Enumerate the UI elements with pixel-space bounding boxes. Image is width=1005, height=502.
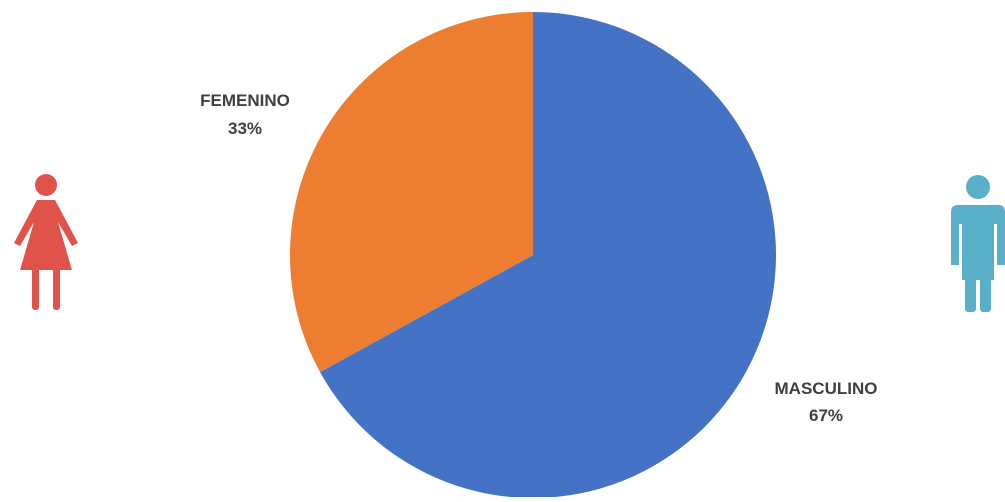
female-person-icon (14, 174, 78, 310)
label-masculino: MASCULINO 67% (775, 379, 878, 425)
slice-category-label: MASCULINO (775, 379, 878, 398)
male-person-icon (951, 175, 1005, 312)
pie-slice-femenino (290, 12, 533, 373)
slice-value-label: 67% (809, 406, 843, 425)
slice-value-label: 33% (228, 119, 262, 138)
pie-slice-masculino (320, 12, 776, 498)
label-femenino: FEMENINO 33% (200, 91, 290, 138)
slice-category-label: FEMENINO (200, 91, 290, 110)
pie-slices (290, 12, 776, 498)
